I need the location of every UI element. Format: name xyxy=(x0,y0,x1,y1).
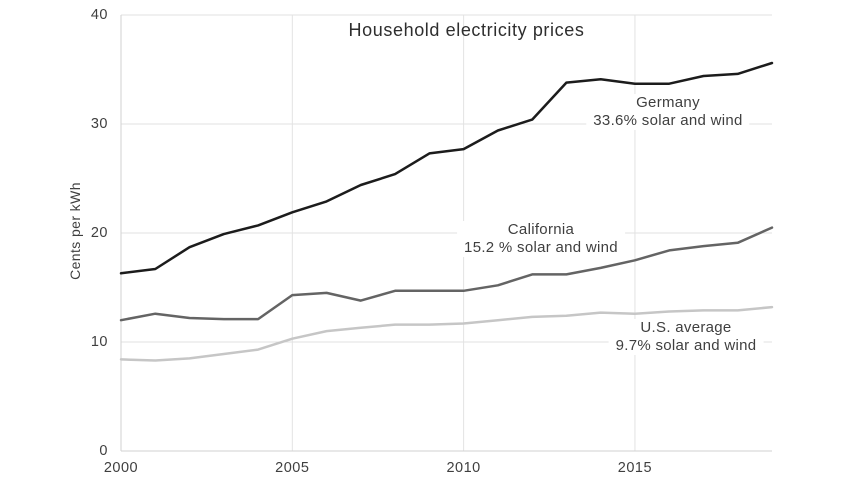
chart-title: Household electricity prices xyxy=(348,20,585,40)
series-label-us-average-name: U.S. average xyxy=(640,319,732,336)
x-tick-label: 2005 xyxy=(275,460,310,476)
series-label-california: California 15.2 % solar and wind xyxy=(457,221,625,257)
series-label-california-name: California xyxy=(507,221,575,238)
series-label-california-share: 15.2 % solar and wind xyxy=(464,239,618,256)
line-california xyxy=(119,226,774,322)
y-tick-label: 20 xyxy=(90,225,108,241)
y-tick-label: 0 xyxy=(99,443,108,459)
y-tick-label: 30 xyxy=(90,116,108,132)
series-label-germany-name: Germany xyxy=(636,94,700,111)
series-label-us-average-share: 9.7% solar and wind xyxy=(615,337,757,354)
y-tick-label: 40 xyxy=(90,7,108,23)
x-tick-label: 2015 xyxy=(617,460,653,476)
y-tick-label: 10 xyxy=(90,334,108,350)
x-tick-label: 2000 xyxy=(103,460,139,476)
line-u-s-average xyxy=(119,305,774,362)
series-label-us-average: U.S. average 9.7% solar and wind xyxy=(608,319,764,355)
line-germany xyxy=(119,61,774,275)
x-tick-label: 2010 xyxy=(446,460,481,476)
series-label-germany-share: 33.6% solar and wind xyxy=(593,112,743,129)
series-label-germany: Germany 33.6% solar and wind xyxy=(586,94,750,130)
